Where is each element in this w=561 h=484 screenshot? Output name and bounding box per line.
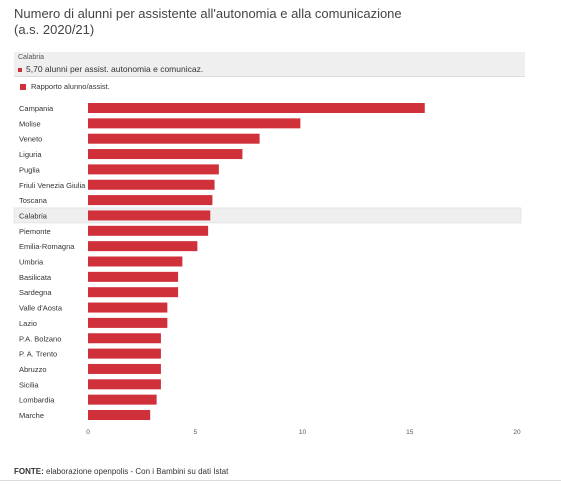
bar-p-a-bolzano[interactable] (88, 333, 161, 344)
x-tick-label-0: 0 (86, 429, 90, 436)
bar-veneto[interactable] (88, 133, 260, 144)
category-label-umbria: Umbria (19, 258, 44, 267)
bar-calabria[interactable] (88, 210, 211, 221)
category-label-basilicata: Basilicata (19, 273, 52, 282)
bar-p-a-trento[interactable] (88, 348, 161, 359)
category-label-lazio: Lazio (19, 319, 37, 328)
chart-title: Numero di alunni per assistente all'auto… (14, 6, 534, 38)
category-label-friuli-venezia-giulia: Friuli Venezia Giulia (19, 181, 86, 190)
category-label-lombardia: Lombardia (19, 396, 55, 405)
chart-title-line-1: Numero di alunni per assistente all'auto… (14, 6, 402, 21)
bar-emilia-romagna[interactable] (88, 241, 198, 252)
bar-liguria[interactable] (88, 149, 243, 160)
category-label-emilia-romagna: Emilia-Romagna (19, 242, 75, 251)
source-label: FONTE: (14, 467, 44, 476)
chart-title-line-2: (a.s. 2020/21) (14, 22, 95, 37)
bar-campania[interactable] (88, 103, 425, 113)
bar-puglia[interactable] (88, 164, 219, 175)
bar-lombardia[interactable] (88, 394, 157, 405)
category-label-campania: Campania (19, 104, 54, 113)
category-label-puglia: Puglia (19, 165, 41, 174)
category-label-marche: Marche (19, 411, 44, 420)
category-label-sardegna: Sardegna (19, 288, 52, 297)
bar-sicilia[interactable] (88, 379, 161, 390)
category-label-p-a-trento: P. A. Trento (19, 350, 57, 359)
tooltip-value-text: 5,70 alunni per assist. autonomia e comu… (26, 64, 204, 74)
tooltip-value: 5,70 alunni per assist. autonomia e comu… (18, 64, 203, 74)
source-note: FONTE: elaborazione openpolis - Con i Ba… (14, 467, 228, 476)
x-tick-label-10: 10 (299, 429, 307, 436)
legend-label: Rapporto alunno/assist. (31, 82, 110, 91)
x-tick-label-20: 20 (513, 429, 521, 436)
bar-piemonte[interactable] (88, 225, 209, 236)
x-tick-label-5: 5 (193, 429, 197, 436)
category-label-toscana: Toscana (19, 196, 48, 205)
category-label-molise: Molise (19, 119, 41, 128)
bar-molise[interactable] (88, 118, 301, 129)
category-label-sicilia: Sicilia (19, 380, 39, 389)
bar-valle-d-aosta[interactable] (88, 302, 168, 313)
bar-sardegna[interactable] (88, 287, 179, 298)
bar-basilicata[interactable] (88, 271, 179, 282)
category-label-veneto: Veneto (19, 135, 42, 144)
bottom-divider (0, 480, 561, 481)
tooltip-panel: Calabria 5,70 alunni per assist. autonom… (14, 52, 525, 77)
bar-lazio[interactable] (88, 317, 168, 328)
bar-abruzzo[interactable] (88, 363, 161, 374)
source-text: elaborazione openpolis - Con i Bambini s… (43, 467, 229, 476)
category-label-valle-d-aosta: Valle d'Aosta (19, 304, 63, 313)
bar-umbria[interactable] (88, 256, 183, 267)
bar-friuli-venezia-giulia[interactable] (88, 179, 215, 190)
bar-toscana[interactable] (88, 195, 213, 206)
legend-swatch-icon (20, 84, 26, 91)
x-tick-label-15: 15 (406, 429, 414, 436)
category-label-p-a-bolzano: P.A. Bolzano (19, 334, 61, 343)
tooltip-region: Calabria (18, 54, 45, 61)
category-label-abruzzo: Abruzzo (19, 365, 47, 374)
category-label-piemonte: Piemonte (19, 227, 51, 236)
category-label-liguria: Liguria (19, 150, 42, 159)
tooltip-swatch-icon (18, 67, 22, 72)
bar-marche[interactable] (88, 410, 151, 420)
category-label-calabria: Calabria (19, 211, 48, 220)
chart-legend[interactable]: Rapporto alunno/assist. (20, 82, 110, 91)
